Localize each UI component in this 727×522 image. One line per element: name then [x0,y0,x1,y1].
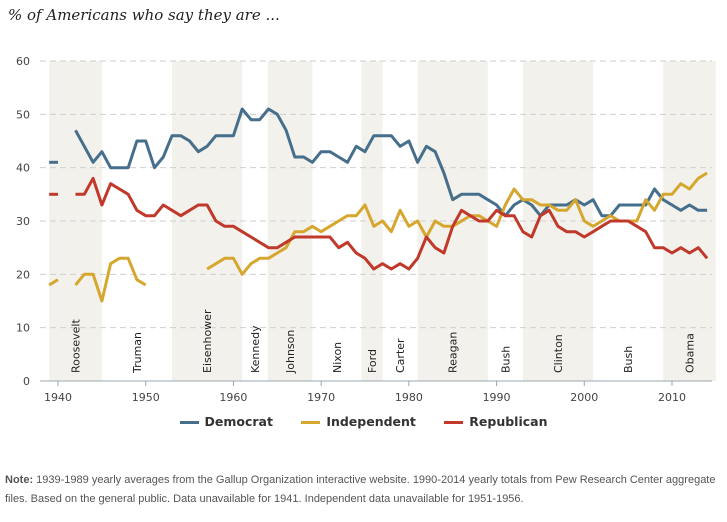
legend-label: Democrat [204,414,273,429]
president-label: Kennedy [249,325,262,373]
x-tick-label: 1970 [307,391,335,404]
x-tick-label: 2010 [658,391,686,404]
legend-label: Independent [326,414,416,429]
chart-title: % of Americans who say they are ... [8,6,280,24]
x-tick-label: 1960 [219,391,247,404]
x-tick-label: 1940 [44,391,72,404]
legend: Democrat Independent Republican [0,414,727,429]
legend-item-republican[interactable]: Republican [444,414,548,429]
legend-swatch-republican [444,421,464,424]
y-tick-label: 0 [23,375,30,388]
president-label: Carter [394,338,407,373]
y-tick-label: 10 [16,322,30,335]
president-label: Johnson [284,330,297,374]
line-chart: 0 10 20 30 40 50 60 1940 1950 1960 1970 1980 1990 200… [16,55,716,404]
y-tick-label: 20 [16,268,30,281]
legend-item-independent[interactable]: Independent [301,414,416,429]
y-tick-label: 30 [16,215,30,228]
x-tick-label: 1990 [483,391,511,404]
y-tick-label: 50 [16,108,30,121]
legend-label: Republican [469,414,548,429]
legend-item-democrat[interactable]: Democrat [179,414,273,429]
president-label: Reagan [447,332,460,373]
president-label: Clinton [552,334,565,373]
footnote: Note: 1939-1989 yearly averages from the… [5,471,720,509]
legend-swatch-democrat [179,421,199,424]
president-label: Ford [366,349,379,373]
series-line-independent [48,278,59,287]
legend-swatch-independent [301,421,321,424]
president-label: Nixon [331,342,344,373]
series-line-independent [74,256,147,303]
president-label: Eisenhower [201,309,214,373]
series-line-republican [75,176,709,271]
x-tick-label: 1980 [395,391,423,404]
x-tick-label: 1950 [132,391,160,404]
president-label: Bush [499,346,512,373]
y-tick-label: 60 [16,55,30,68]
president-label: Roosevelt [70,319,83,373]
note-label: Note: [5,474,34,486]
y-tick-label: 40 [16,162,30,175]
series-line-democrat [74,107,708,218]
president-label: Obama [684,333,697,373]
president-label: Truman [131,332,144,374]
note-text: 1939-1989 yearly averages from the Gallu… [5,474,716,505]
x-tick-label: 2000 [570,391,598,404]
president-label: Bush [622,346,635,373]
